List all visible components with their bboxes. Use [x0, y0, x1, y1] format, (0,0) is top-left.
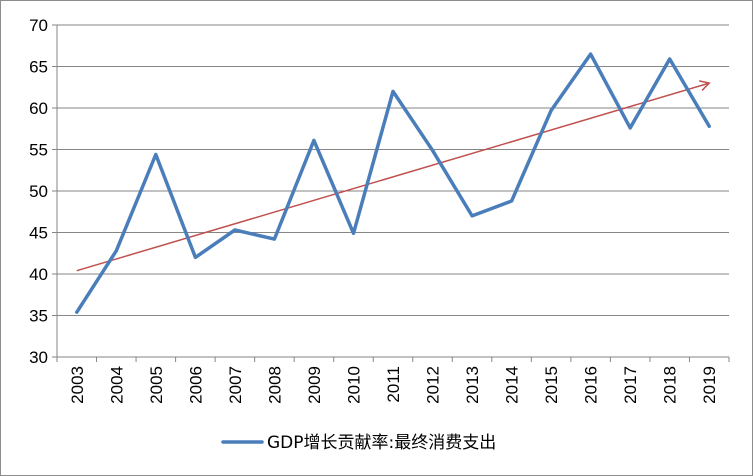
x-tick-label: 2016 [582, 366, 601, 404]
x-tick-label: 2006 [186, 366, 205, 404]
x-tick-label: 2013 [463, 366, 482, 404]
x-tick-label: 2009 [305, 366, 324, 404]
x-tick-label: 2014 [503, 366, 522, 404]
y-tick-label: 50 [29, 182, 48, 201]
grid-lines [57, 24, 729, 316]
y-tick-label: 70 [29, 16, 48, 35]
x-tick-labels: 2003 2004 2005 2006 2007 2008 2009 2010 2011 2012… [68, 366, 719, 404]
y-tick-label: 30 [29, 348, 48, 367]
x-tick-label: 2018 [661, 366, 680, 404]
y-tick-label: 60 [29, 99, 48, 118]
y-tick-label: 40 [29, 265, 48, 284]
legend-label: GDP增长贡献率:最终消费支出 [267, 433, 496, 453]
x-tick-label: 2008 [265, 366, 284, 404]
x-tick-label: 2005 [147, 366, 166, 404]
x-tick-label: 2015 [542, 366, 561, 404]
trendline-arrow [76, 80, 711, 272]
x-tick-label: 2003 [68, 366, 87, 404]
x-tick-label: 2010 [344, 366, 363, 404]
series-line [75, 52, 711, 314]
series-layer [75, 52, 711, 314]
trendline-layer [76, 80, 711, 272]
y-tick-label: 45 [29, 224, 48, 243]
y-tick-label: 65 [29, 58, 48, 77]
x-tick-label: 2011 [384, 366, 403, 403]
axes [52, 24, 730, 362]
x-tick-label: 2019 [700, 366, 719, 404]
x-tick-label: 2007 [226, 366, 245, 404]
x-tick-label: 2004 [107, 366, 126, 404]
y-tick-label: 35 [29, 307, 48, 326]
legend: GDP增长贡献率:最终消费支出 [221, 433, 496, 453]
y-tick-labels: 30 35 40 45 50 55 60 65 70 [29, 16, 48, 367]
x-tick-label: 2017 [621, 366, 640, 404]
y-tick-label: 55 [29, 141, 48, 160]
x-tick-label: 2012 [424, 366, 443, 404]
